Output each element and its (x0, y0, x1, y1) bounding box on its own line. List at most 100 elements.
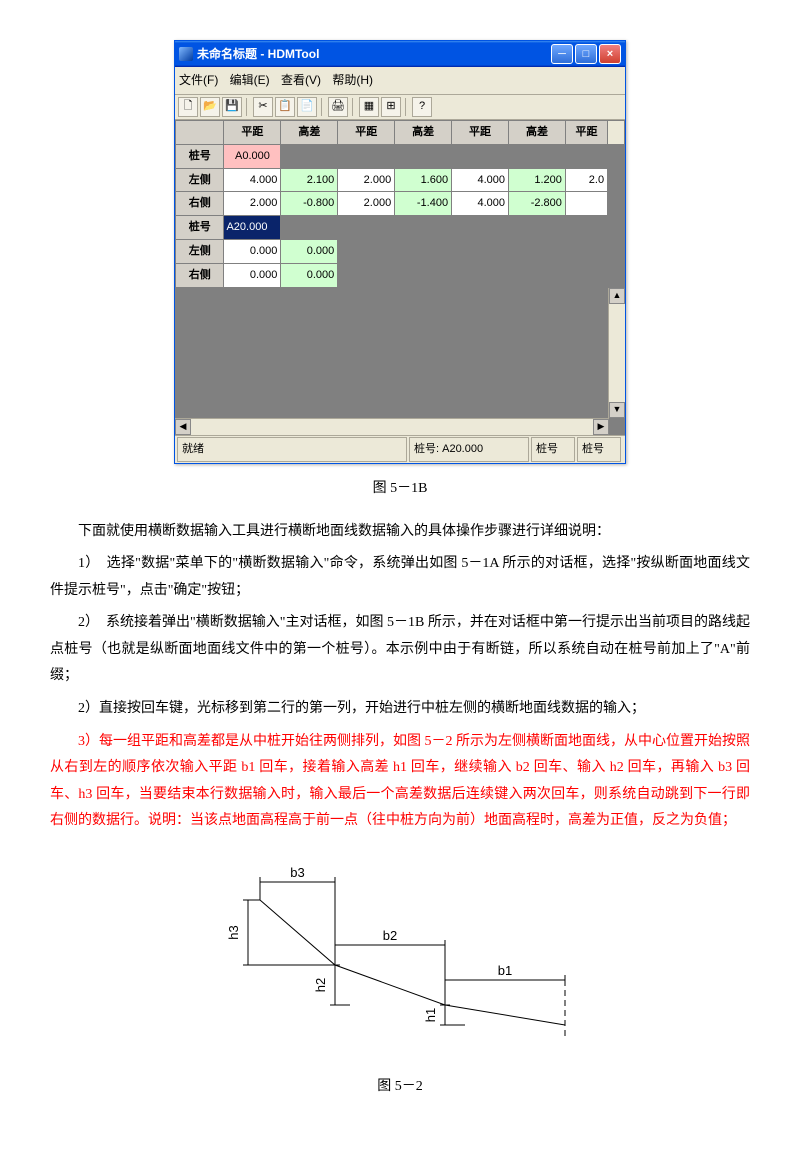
grid-cell[interactable] (452, 240, 509, 264)
grid-cell[interactable]: 0.000 (224, 240, 281, 264)
grid-cell[interactable] (565, 192, 607, 216)
grid-cell[interactable] (395, 216, 452, 240)
row-header: 桩号 (176, 144, 224, 168)
scroll-up-icon[interactable]: ▲ (609, 288, 625, 304)
grid-cell[interactable]: 2.0 (565, 168, 607, 192)
menu-view[interactable]: 查看(V) (281, 73, 321, 87)
paragraph-intro: 下面就使用横断数据输入工具进行横断地面线数据输入的具体操作步骤进行详细说明： (50, 519, 750, 546)
copy-icon[interactable]: 📋 (275, 97, 295, 117)
status-cell-2: 桩号 (531, 437, 575, 462)
paragraph-step2b: 2）直接按回车键，光标移到第二行的第一列，开始进行中桩左侧的横断地面线数据的输入… (50, 696, 750, 723)
grid-cell[interactable]: -0.800 (281, 192, 338, 216)
grid-cell[interactable] (509, 264, 566, 288)
scrollbar-horizontal[interactable]: ◀ ▶ (175, 418, 609, 435)
grid-cell[interactable] (565, 144, 607, 168)
grid-cell[interactable] (565, 240, 607, 264)
grid-cell[interactable] (509, 216, 566, 240)
toolbar: 🗋 📂 💾 ✂ 📋 📄 🖨 ▦ ⊞ ? (175, 95, 625, 120)
grid-cell[interactable] (395, 144, 452, 168)
menu-help[interactable]: 帮助(H) (332, 73, 373, 87)
grid-cell[interactable] (565, 264, 607, 288)
grid-cell[interactable]: 4.000 (452, 168, 509, 192)
app-window: 未命名标题 - HDMTool ─ □ × 文件(F) 编辑(E) 查看(V) … (174, 40, 626, 464)
table-row[interactable]: 右侧2.000-0.8002.000-1.4004.000-2.800 (176, 192, 625, 216)
grid-cell[interactable] (452, 216, 509, 240)
grid-cell[interactable] (452, 144, 509, 168)
grid-cell[interactable]: 0.000 (281, 264, 338, 288)
new-icon[interactable]: 🗋 (178, 97, 198, 117)
print-icon[interactable]: 🖨 (328, 97, 348, 117)
grid-cell[interactable] (509, 240, 566, 264)
open-icon[interactable]: 📂 (200, 97, 220, 117)
grid-cell[interactable] (395, 240, 452, 264)
cross-section-diagram: b1h1b2h2b3h3 (195, 855, 605, 1055)
grid-header-cell: 高差 (281, 120, 338, 144)
table-row[interactable]: 左侧4.0002.1002.0001.6004.0001.2002.0 (176, 168, 625, 192)
table-row[interactable]: 桩号A0.000 (176, 144, 625, 168)
scroll-left-icon[interactable]: ◀ (175, 419, 191, 435)
titlebar: 未命名标题 - HDMTool ─ □ × (175, 41, 625, 67)
grid-table[interactable]: 平距高差平距高差平距高差平距 桩号A0.000左侧4.0002.1002.000… (175, 120, 625, 288)
status-cell-3: 桩号 (577, 437, 621, 462)
grid-header-cell: 高差 (395, 120, 452, 144)
grid-cell[interactable]: 2.000 (224, 192, 281, 216)
grid-cell[interactable]: 2.000 (338, 192, 395, 216)
cut-icon[interactable]: ✂ (253, 97, 273, 117)
grid-cell[interactable]: A20.000 (224, 216, 281, 240)
grid-cell[interactable] (338, 144, 395, 168)
grid-cell[interactable]: 4.000 (452, 192, 509, 216)
paragraph-step3: 3）每一组平距和高差都是从中桩开始往两侧排列，如图 5－2 所示为左侧横断面地面… (50, 729, 750, 835)
table-row[interactable]: 桩号A20.000 (176, 216, 625, 240)
scroll-right-icon[interactable]: ▶ (593, 419, 609, 435)
grid-cell[interactable] (509, 144, 566, 168)
window-title: 未命名标题 - HDMTool (197, 43, 549, 66)
grid-cell[interactable]: 1.600 (395, 168, 452, 192)
minimize-button[interactable]: ─ (551, 44, 573, 64)
grid-cell[interactable] (452, 264, 509, 288)
paste-icon[interactable]: 📄 (297, 97, 317, 117)
grid-header-cell (176, 120, 224, 144)
status-stake: 桩号: A20.000 (409, 437, 529, 462)
table-icon[interactable]: ⊞ (381, 97, 401, 117)
grid-cell[interactable]: 0.000 (224, 264, 281, 288)
grid-cell[interactable]: A0.000 (224, 144, 281, 168)
close-button[interactable]: × (599, 44, 621, 64)
grid-empty-area: ▲ ▼ (175, 288, 625, 418)
grid-cell[interactable] (281, 216, 338, 240)
table-row[interactable]: 右侧0.0000.000 (176, 264, 625, 288)
statusbar: 就绪 桩号: A20.000 桩号 桩号 (175, 435, 625, 463)
menu-edit[interactable]: 编辑(E) (230, 73, 270, 87)
data-grid[interactable]: 平距高差平距高差平距高差平距 桩号A0.000左侧4.0002.1002.000… (175, 120, 625, 435)
save-icon[interactable]: 💾 (222, 97, 242, 117)
grid-cell[interactable]: 2.100 (281, 168, 338, 192)
svg-text:b1: b1 (498, 963, 512, 978)
figure-caption-1: 图 5－1B (50, 476, 750, 503)
svg-text:h3: h3 (226, 925, 241, 939)
grid-cell[interactable]: 1.200 (509, 168, 566, 192)
svg-text:h1: h1 (423, 1008, 438, 1022)
grid-cell[interactable]: -1.400 (395, 192, 452, 216)
grid-cell[interactable] (281, 144, 338, 168)
grid-cell[interactable] (565, 216, 607, 240)
grid-header-cell: 平距 (565, 120, 607, 144)
scrollbar-vertical[interactable]: ▲ ▼ (608, 288, 625, 418)
row-header: 左侧 (176, 168, 224, 192)
svg-text:b2: b2 (383, 928, 397, 943)
scroll-down-icon[interactable]: ▼ (609, 402, 625, 418)
grid-cell[interactable] (338, 216, 395, 240)
table-row[interactable]: 左侧0.0000.000 (176, 240, 625, 264)
row-header: 右侧 (176, 192, 224, 216)
maximize-button[interactable]: □ (575, 44, 597, 64)
grid-cell[interactable] (338, 264, 395, 288)
grid-cell[interactable]: 2.000 (338, 168, 395, 192)
help-icon[interactable]: ? (412, 97, 432, 117)
paragraph-step2: 2） 系统接着弹出"横断数据输入"主对话框，如图 5－1B 所示，并在对话框中第… (50, 610, 750, 690)
grid-cell[interactable]: 0.000 (281, 240, 338, 264)
grid-cell[interactable]: 4.000 (224, 168, 281, 192)
menu-file[interactable]: 文件(F) (179, 73, 218, 87)
grid-cell[interactable] (338, 240, 395, 264)
grid-cell[interactable]: -2.800 (509, 192, 566, 216)
grid-cell[interactable] (395, 264, 452, 288)
row-header: 右侧 (176, 264, 224, 288)
grid-icon[interactable]: ▦ (359, 97, 379, 117)
